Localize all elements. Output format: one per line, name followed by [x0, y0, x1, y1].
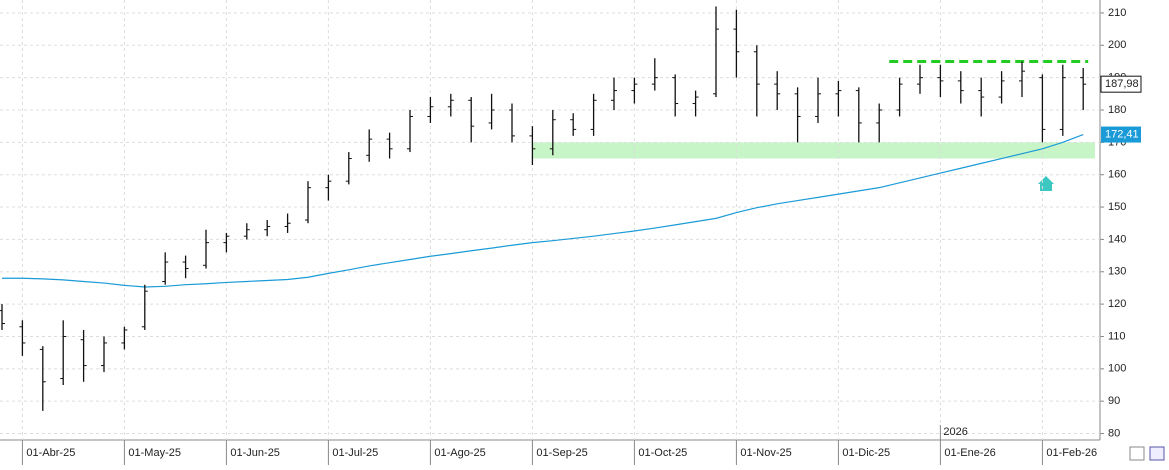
x-tick-label: 01-Oct-25	[638, 447, 687, 459]
zoom-icon[interactable]	[1129, 446, 1145, 461]
x-tick-label: 01-Abr-25	[26, 447, 75, 459]
moving-average-line	[2, 133, 1084, 288]
x-tick-label: 01-Nov-25	[740, 447, 791, 459]
ma-price-label: 172,41	[1105, 128, 1139, 140]
y-tick-label: 90	[1108, 395, 1120, 407]
x-tick-label: 01-Sep-25	[536, 447, 587, 459]
year-label: 2026	[943, 426, 967, 438]
y-tick-label: 150	[1108, 201, 1126, 213]
y-tick-label: 200	[1108, 39, 1126, 51]
x-tick-label: 01-Ago-25	[434, 447, 485, 459]
y-tick-label: 140	[1108, 233, 1126, 245]
x-tick-label: 01-May-25	[128, 447, 181, 459]
y-tick-label: 100	[1108, 363, 1126, 375]
y-tick-label: 210	[1108, 7, 1126, 19]
y-tick-label: 120	[1108, 298, 1126, 310]
x-tick-label: 01-Ene-26	[944, 447, 995, 459]
y-tick-label: 160	[1108, 169, 1126, 181]
x-tick-label: 01-Feb-26	[1046, 447, 1097, 459]
support-zone	[532, 142, 1095, 159]
y-tick-label: 130	[1108, 266, 1126, 278]
home-icon[interactable]	[1149, 446, 1165, 461]
price-box	[1100, 75, 1142, 93]
x-tick-label: 01-Dic-25	[842, 447, 890, 459]
price-label: 187,98	[1105, 78, 1139, 90]
y-tick-label: 110	[1108, 330, 1126, 342]
x-tick-label: 01-Jun-25	[230, 447, 280, 459]
y-tick-label: 180	[1108, 104, 1126, 116]
x-tick-label: 01-Jul-25	[332, 447, 378, 459]
ma-price-box	[1101, 126, 1141, 143]
y-tick-label: 80	[1108, 427, 1120, 439]
